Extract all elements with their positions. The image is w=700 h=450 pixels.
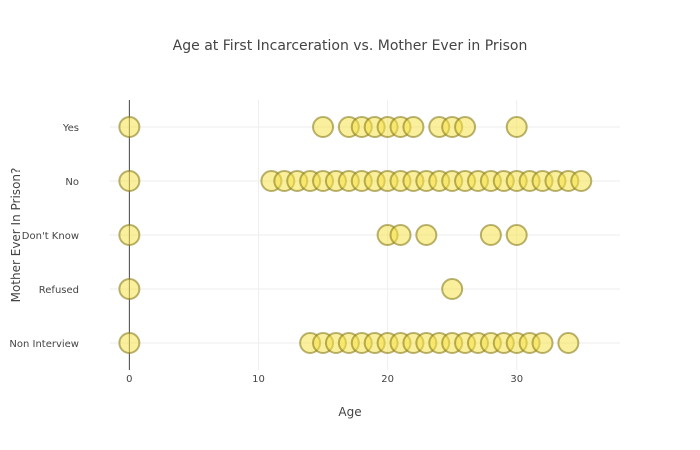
- scatter-point[interactable]: [557, 332, 580, 354]
- points: [118, 116, 593, 354]
- scatter-point[interactable]: [454, 116, 477, 138]
- scatter-point[interactable]: [570, 170, 593, 192]
- scatter-point[interactable]: [312, 116, 335, 138]
- scatter-point[interactable]: [118, 278, 141, 300]
- x-tick-label: 20: [381, 374, 394, 385]
- y-axis-title: Mother Ever In Prison?: [9, 168, 23, 303]
- scatter-point[interactable]: [389, 224, 412, 246]
- y-tick-label: No: [65, 177, 79, 188]
- scatter-point[interactable]: [505, 224, 528, 246]
- scatter-point[interactable]: [441, 278, 464, 300]
- chart-title: Age at First Incarceration vs. Mother Ev…: [173, 38, 528, 54]
- scatter-point[interactable]: [118, 116, 141, 138]
- x-axis-title: Age: [338, 405, 361, 419]
- scatter-point[interactable]: [118, 224, 141, 246]
- y-tick-label: Don't Know: [22, 231, 79, 242]
- x-tick-label: 30: [510, 374, 523, 385]
- scatter-point[interactable]: [118, 332, 141, 354]
- y-tick-label: Yes: [62, 123, 79, 134]
- scatter-point[interactable]: [415, 224, 438, 246]
- scatter-point[interactable]: [531, 332, 554, 354]
- scatter-point[interactable]: [402, 116, 425, 138]
- scatter-point[interactable]: [505, 116, 528, 138]
- axes: 0 10 20 30 Non Interview Refused Don't Know No Y…: [9, 100, 523, 385]
- scatter-point[interactable]: [118, 170, 141, 192]
- scatter-point[interactable]: [479, 224, 502, 246]
- grid: [110, 100, 620, 370]
- y-tick-label: Refused: [39, 285, 79, 296]
- x-tick-label: 0: [126, 374, 132, 385]
- y-tick-label: Non Interview: [9, 339, 79, 350]
- x-tick-label: 10: [252, 374, 265, 385]
